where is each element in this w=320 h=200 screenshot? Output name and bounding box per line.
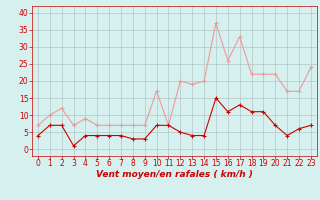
X-axis label: Vent moyen/en rafales ( km/h ): Vent moyen/en rafales ( km/h ) <box>96 170 253 179</box>
